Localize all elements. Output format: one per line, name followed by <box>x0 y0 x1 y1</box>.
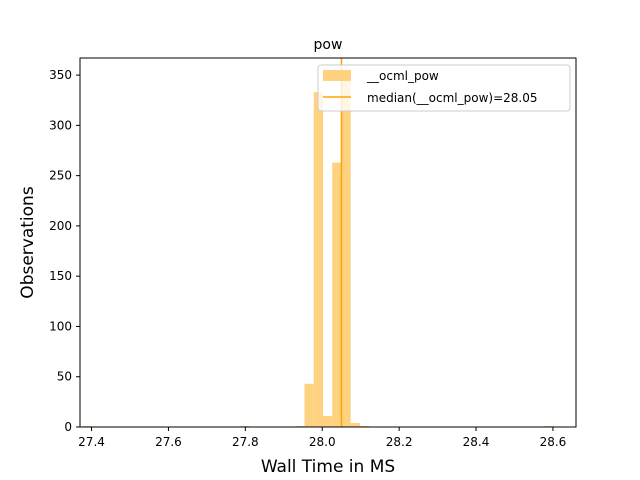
x-tick-label: 28.4 <box>463 435 490 449</box>
y-tick-label: 150 <box>49 269 72 283</box>
histogram-bar <box>341 74 351 428</box>
histogram-bar <box>313 92 324 427</box>
legend-box <box>317 64 571 112</box>
legend-label-median: median(__ocml_pow)=28.05 <box>367 91 538 105</box>
x-axis-label: Wall Time in MS <box>261 457 395 477</box>
x-tick-label: 28.0 <box>309 435 336 449</box>
axes-frame <box>79 57 577 428</box>
x-tick-label: 27.6 <box>155 435 182 449</box>
histogram-bars <box>83 74 554 428</box>
y-tick-label: 350 <box>49 68 72 82</box>
histogram-bar <box>323 415 333 427</box>
chart-title: pow <box>314 37 343 53</box>
x-tick-label: 28.2 <box>386 435 413 449</box>
histogram-bar <box>239 425 250 427</box>
x-tick-label: 27.8 <box>232 435 259 449</box>
histogram-bar <box>350 422 360 427</box>
histogram-bar <box>83 425 93 427</box>
legend-label-histogram: __ocml_pow <box>366 69 439 83</box>
y-tick-label: 300 <box>49 118 72 132</box>
y-tick-label: 100 <box>49 319 72 333</box>
histogram-bar <box>295 425 305 427</box>
legend-swatch-histogram <box>323 70 351 81</box>
histogram-bar <box>332 162 342 427</box>
y-tick-label: 250 <box>49 169 72 183</box>
x-tick-label: 28.6 <box>540 435 567 449</box>
histogram-bar <box>304 383 314 427</box>
histogram-bar <box>359 425 370 427</box>
y-tick-label: 50 <box>57 370 72 384</box>
y-axis-ticks: 0 50 100 150 200 250 300 350 <box>49 68 80 434</box>
y-tick-label: 0 <box>64 420 72 434</box>
x-axis-ticks: 27.4 27.6 27.8 28.0 28.2 28.4 28.6 <box>78 427 566 449</box>
histogram-bar <box>544 425 554 427</box>
y-tick-label: 200 <box>49 219 72 233</box>
legend: __ocml_pow median(__ocml_pow)=28.05 <box>317 64 571 112</box>
x-tick-label: 27.4 <box>78 435 105 449</box>
y-axis-label: Observations <box>18 186 38 299</box>
